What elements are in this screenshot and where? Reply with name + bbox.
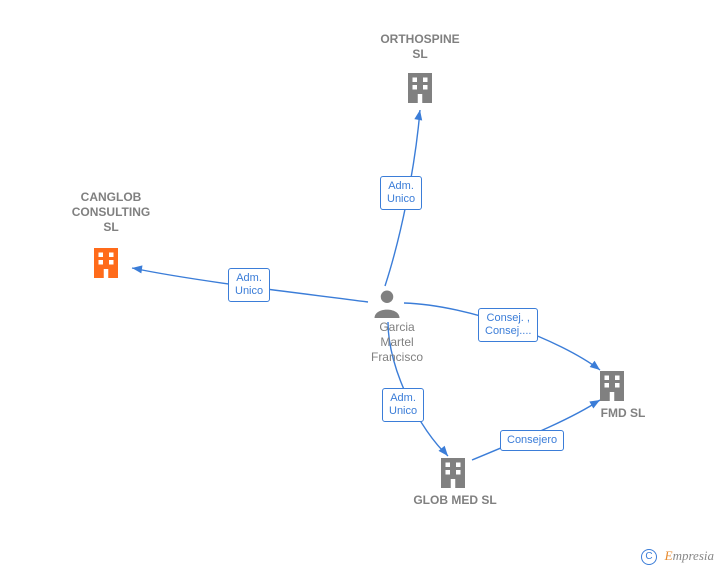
company-label-globmed: GLOB MED SL <box>400 493 510 508</box>
copyright-icon: C <box>641 549 657 565</box>
building-icon-highlight <box>88 245 124 286</box>
brand-text: E <box>665 548 673 563</box>
footer-branding: C Empresia <box>641 548 714 565</box>
diagram-canvas: ORTHOSPINE SL CANGLOB CONSULTING SL Garc… <box>0 0 728 575</box>
person-icon <box>372 288 402 323</box>
person-label-garcia: Garcia Martel Francisco <box>352 320 442 365</box>
edges-layer <box>0 0 728 575</box>
company-label-orthospine: ORTHOSPINE SL <box>370 32 470 62</box>
building-icon <box>594 368 630 409</box>
company-label-fmd: FMD SL <box>588 406 658 421</box>
brand-text: mpresia <box>673 548 714 563</box>
building-icon <box>435 455 471 496</box>
edge-label: Consej. , Consej.... <box>478 308 538 342</box>
edge-label: Adm. Unico <box>382 388 424 422</box>
edge-label: Adm. Unico <box>228 268 270 302</box>
edge-label: Adm. Unico <box>380 176 422 210</box>
company-label-canglob: CANGLOB CONSULTING SL <box>56 190 166 235</box>
building-icon <box>402 70 438 111</box>
edge-label: Consejero <box>500 430 564 451</box>
